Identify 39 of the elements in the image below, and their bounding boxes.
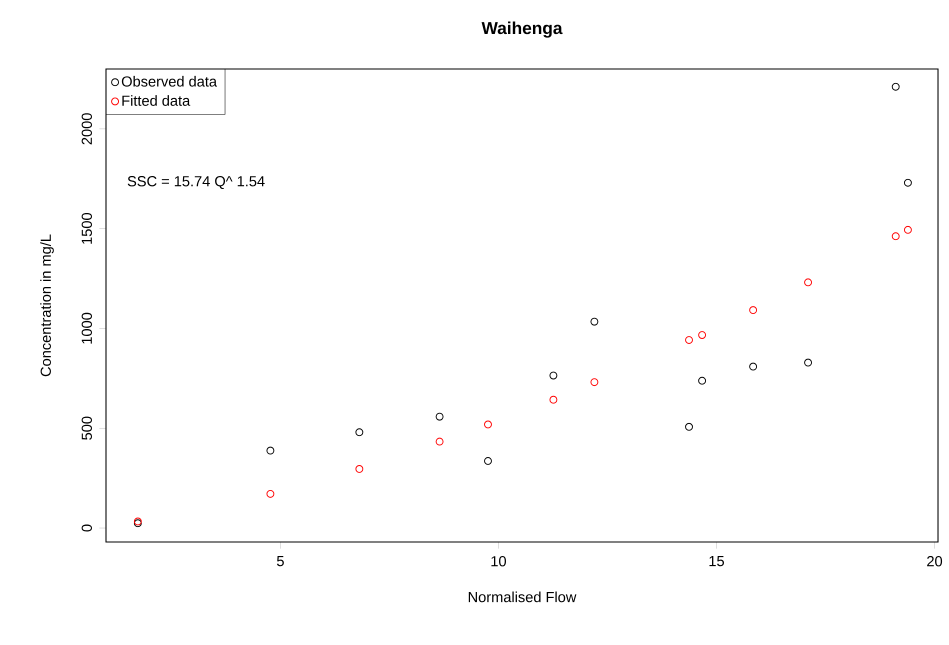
point	[266, 490, 274, 498]
point	[590, 378, 598, 386]
chart-title: Waihenga	[482, 21, 563, 38]
point	[804, 278, 812, 286]
y-tick-label: 1000	[82, 312, 92, 344]
point	[549, 372, 558, 380]
point	[484, 420, 492, 428]
point	[892, 82, 900, 91]
point	[892, 232, 900, 240]
y-axis-title: Concentration in mg/L	[40, 234, 54, 376]
legend-label: Fitted data	[122, 95, 190, 106]
point	[436, 438, 444, 446]
x-tick-label: 15	[709, 556, 724, 566]
x-tick-label: 20	[927, 556, 942, 566]
point	[904, 226, 912, 234]
point	[355, 428, 364, 436]
x-axis-title: Normalised Flow	[468, 592, 576, 602]
annotation: SSC = 15.74 Q^ 1.54	[128, 176, 265, 189]
point	[749, 306, 758, 314]
x-tick-label: 10	[491, 556, 506, 566]
point	[266, 446, 274, 455]
point	[549, 396, 558, 404]
point	[436, 412, 444, 421]
point	[749, 362, 758, 370]
x-tick-label: 5	[276, 556, 284, 566]
y-tick-label: 500	[82, 416, 92, 440]
y-tick-label: 0	[82, 524, 92, 532]
point	[698, 331, 706, 339]
point	[904, 178, 912, 187]
y-tick-label: 2000	[82, 113, 92, 144]
point	[685, 336, 693, 344]
legend-label: Observed data	[122, 76, 218, 87]
point	[698, 376, 706, 385]
point	[484, 457, 492, 465]
y-tick-label: 1500	[82, 213, 92, 244]
point	[685, 422, 693, 431]
point	[355, 465, 364, 473]
point	[804, 358, 812, 367]
point	[590, 318, 598, 326]
